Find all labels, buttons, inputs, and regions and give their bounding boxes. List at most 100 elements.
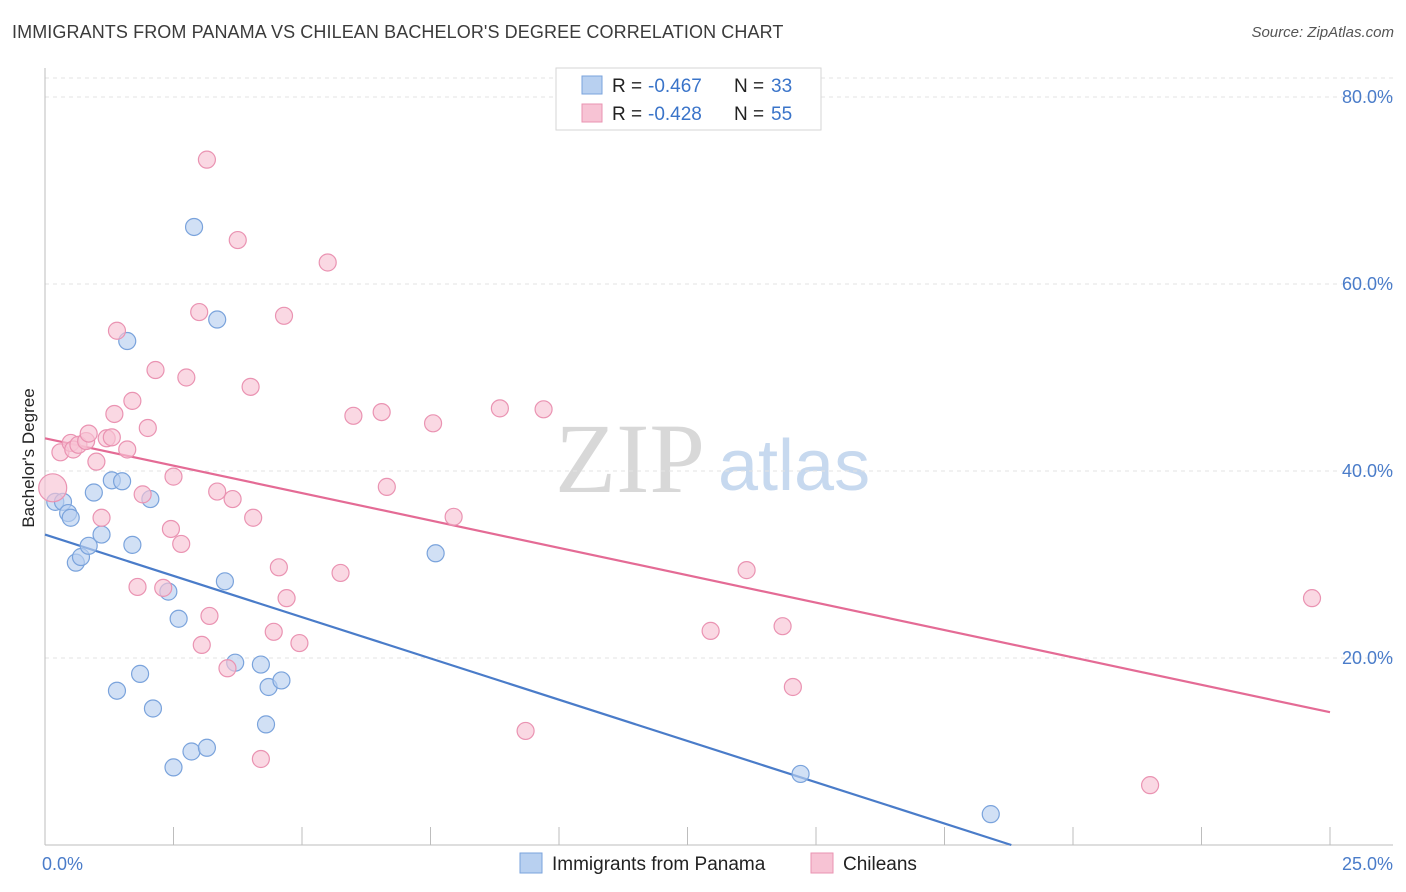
point-panama [164, 758, 183, 777]
point-chileans [1302, 589, 1322, 608]
point-chileans [244, 508, 263, 527]
x-tick-label: 0.0% [42, 854, 83, 874]
point-chileans [274, 306, 294, 325]
point-chileans [773, 617, 792, 636]
point-chileans [737, 561, 756, 580]
legend-swatch-panama [581, 75, 603, 95]
point-chileans [197, 150, 217, 169]
point-chileans [331, 563, 350, 583]
point-panama [79, 536, 98, 555]
point-chileans [228, 230, 247, 250]
point-chileans [102, 428, 121, 447]
bottom-legend-swatch-chileans [810, 852, 834, 874]
point-chileans [516, 721, 535, 741]
point-panama [791, 764, 810, 784]
trend-lines [44, 437, 1331, 847]
point-chileans [154, 578, 173, 597]
legend-n-label-chileans: N = [734, 104, 764, 125]
point-chileans [133, 485, 152, 504]
legend-n-label-panama: N = [734, 76, 764, 97]
point-chileans [377, 477, 396, 496]
point-chileans [87, 452, 106, 471]
y-axis-label: Bachelor's Degree [19, 388, 38, 527]
point-chileans [190, 302, 209, 322]
legend-n-value-chileans: 55 [771, 104, 792, 125]
x-tick-labels: 0.0% 25.0% [42, 854, 1393, 874]
point-chileans [192, 635, 211, 655]
point-panama [123, 535, 142, 554]
point-chileans [251, 749, 270, 769]
point-chileans [264, 622, 283, 641]
point-chileans [208, 482, 227, 501]
point-panama [197, 738, 217, 757]
legend-swatch-chileans [581, 103, 603, 123]
point-panama [84, 483, 103, 502]
gridlines [45, 77, 1393, 659]
stats-legend: R = -0.467 N = 33 R = -0.428 N = 55 [555, 67, 822, 131]
point-chileans [1140, 776, 1160, 795]
point-chileans [783, 677, 802, 697]
point-chileans [372, 402, 391, 422]
point-panama [184, 217, 204, 237]
trend-line-panama [44, 533, 1012, 847]
point-panama [61, 508, 80, 527]
point-panama [143, 699, 163, 718]
point-chileans [118, 440, 137, 459]
y-tick-labels: 20.0% 40.0% 60.0% 80.0% [1342, 87, 1393, 668]
data-points [38, 150, 1322, 824]
point-chileans [172, 534, 191, 554]
point-chileans [105, 404, 124, 424]
axes [44, 68, 1393, 846]
point-panama [215, 572, 234, 591]
point-chileans [218, 659, 237, 678]
y-tick-label: 80.0% [1342, 87, 1393, 107]
point-chileans [223, 489, 242, 509]
bottom-legend-label-panama: Immigrants from Panama [552, 854, 766, 875]
x-tick-label: 25.0% [1342, 854, 1393, 874]
point-chileans [107, 321, 127, 340]
legend-r-label-panama: R = [612, 76, 642, 97]
point-chileans [444, 507, 463, 526]
point-chileans [534, 400, 553, 419]
point-chileans [701, 621, 720, 640]
point-panama [272, 671, 291, 690]
bottom-legend-swatch-panama [519, 852, 543, 874]
legend-r-label-chileans: R = [612, 104, 642, 125]
point-chileans [138, 418, 157, 438]
point-chileans [161, 519, 181, 539]
trend-line-chileans [44, 437, 1331, 714]
legend-n-value-panama: 33 [771, 76, 792, 97]
watermark-atlas: atlas [718, 426, 870, 506]
point-chileans [79, 424, 98, 443]
source-label: Source: ZipAtlas.com [1251, 24, 1394, 41]
point-chileans [177, 368, 196, 387]
point-panama [182, 742, 201, 761]
point-panama [92, 525, 111, 544]
point-panama [112, 472, 132, 491]
legend-r-value-panama: -0.467 [648, 76, 702, 97]
chart-title: IMMIGRANTS FROM PANAMA VS CHILEAN BACHEL… [12, 22, 784, 42]
point-chileans [290, 633, 309, 653]
y-tick-label: 20.0% [1342, 648, 1393, 668]
point-chileans [146, 360, 165, 380]
point-chileans [164, 467, 183, 486]
point-chileans [423, 414, 443, 433]
watermark-zip: ZIP [555, 403, 705, 514]
y-tick-label: 40.0% [1342, 461, 1393, 481]
point-chileans [128, 577, 147, 597]
point-panama [130, 664, 150, 683]
point-chileans [38, 473, 68, 503]
point-panama [169, 609, 188, 628]
y-tick-label: 60.0% [1342, 274, 1393, 294]
point-panama [251, 655, 270, 674]
point-panama [426, 544, 445, 563]
point-chileans [92, 508, 111, 527]
point-chileans [200, 606, 219, 626]
point-chileans [241, 377, 260, 396]
point-chileans [123, 391, 142, 410]
point-panama [107, 681, 127, 700]
bottom-legend-label-chileans: Chileans [843, 854, 917, 875]
point-chileans [344, 406, 363, 425]
point-chileans [277, 589, 296, 608]
